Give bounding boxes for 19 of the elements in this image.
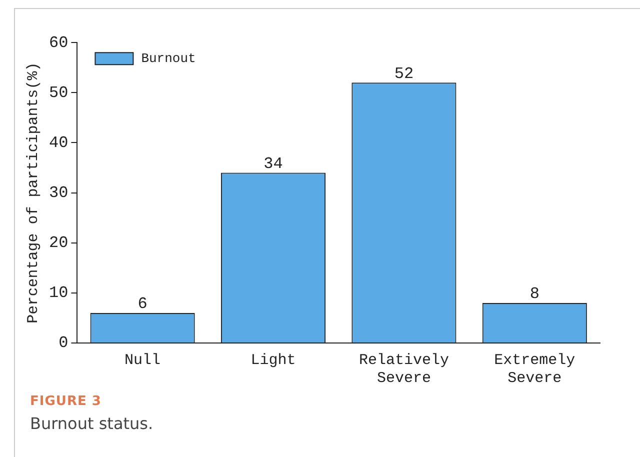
y-tick-label: 50 [49, 84, 68, 102]
data-label: 34 [264, 155, 283, 174]
y-axis-title: Percentage of participants(%) [24, 62, 42, 324]
x-tick-label: Extremely Severe [494, 352, 576, 387]
y-tick-label: 40 [49, 134, 68, 152]
y-tick-label: 20 [49, 234, 68, 252]
y-tick-label: 60 [49, 34, 68, 52]
data-label: 6 [138, 295, 148, 314]
y-tick-label: 0 [58, 334, 68, 352]
x-tick-label: Null [124, 352, 161, 369]
caption: FIGURE 3 [30, 394, 102, 409]
y-tick-label: 30 [49, 184, 68, 202]
legend-label: Burnout [141, 51, 196, 66]
data-label: 52 [394, 64, 414, 83]
x-tick-label: Relatively Severe [358, 352, 449, 387]
text: Burnout status. [30, 414, 154, 433]
x-tick-label: Light [250, 352, 296, 369]
y-tick-label: 10 [49, 284, 68, 302]
data-label: 8 [530, 285, 540, 304]
